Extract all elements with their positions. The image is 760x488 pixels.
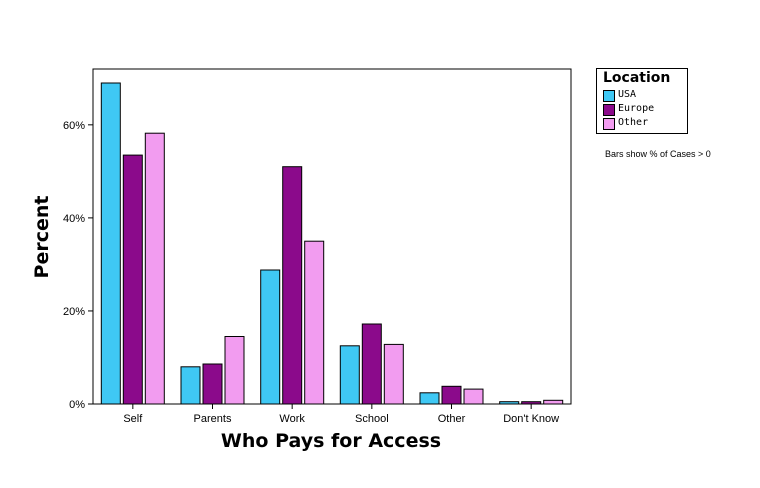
bar-school-usa [339,345,360,405]
bar-work-europe [282,166,303,405]
x-tick-label-parents: Parents [194,413,232,425]
bar-don-t-know-europe [521,401,542,405]
bars-group [100,82,564,405]
bar-don-t-know-usa [499,401,520,405]
y-tick-label: 20% [63,306,85,318]
bar-self-other [144,132,165,405]
bar-other-usa [419,392,440,405]
x-tick-label-self: Self [123,413,143,425]
y-axis-title: Percent [31,196,53,279]
x-tick-label-don-t-know: Don't Know [503,413,559,425]
bar-don-t-know-other [543,399,564,405]
legend-label-usa: USA [618,89,637,100]
bar-work-other [304,240,325,405]
bar-work-usa [260,269,281,405]
bar-parents-other [224,336,245,405]
x-tick-label-school: School [355,413,389,425]
y-tick-label: 60% [63,120,85,132]
bar-other-other [463,388,484,405]
x-tick-label-work: Work [279,413,305,425]
bar-parents-usa [180,366,201,405]
legend-swatch-europe [603,104,615,116]
bar-self-europe [122,154,143,405]
x-axis-title: Who Pays for Access [221,430,441,452]
x-axis: Self Parents Work School Other Don't Know [123,404,559,425]
x-tick-label-other: Other [438,413,466,425]
bar-self-usa [100,82,121,405]
legend: Location USA Europe Other [596,68,688,134]
y-tick-label: 0% [69,399,85,411]
bar-school-europe [361,323,382,405]
bar-parents-europe [202,363,223,405]
bar-other-europe [441,385,462,405]
plot-frame [92,68,572,405]
legend-swatch-usa [603,90,615,102]
legend-label-europe: Europe [618,103,655,114]
legend-swatch-other [603,118,615,130]
y-tick-label: 40% [63,213,85,225]
bar-school-other [383,343,404,405]
legend-title: Location [603,70,671,86]
chart-note: Bars show % of Cases > 0 [605,149,711,159]
legend-label-other: Other [618,117,649,128]
y-axis: 0% 20% 40% 60% [63,120,93,411]
